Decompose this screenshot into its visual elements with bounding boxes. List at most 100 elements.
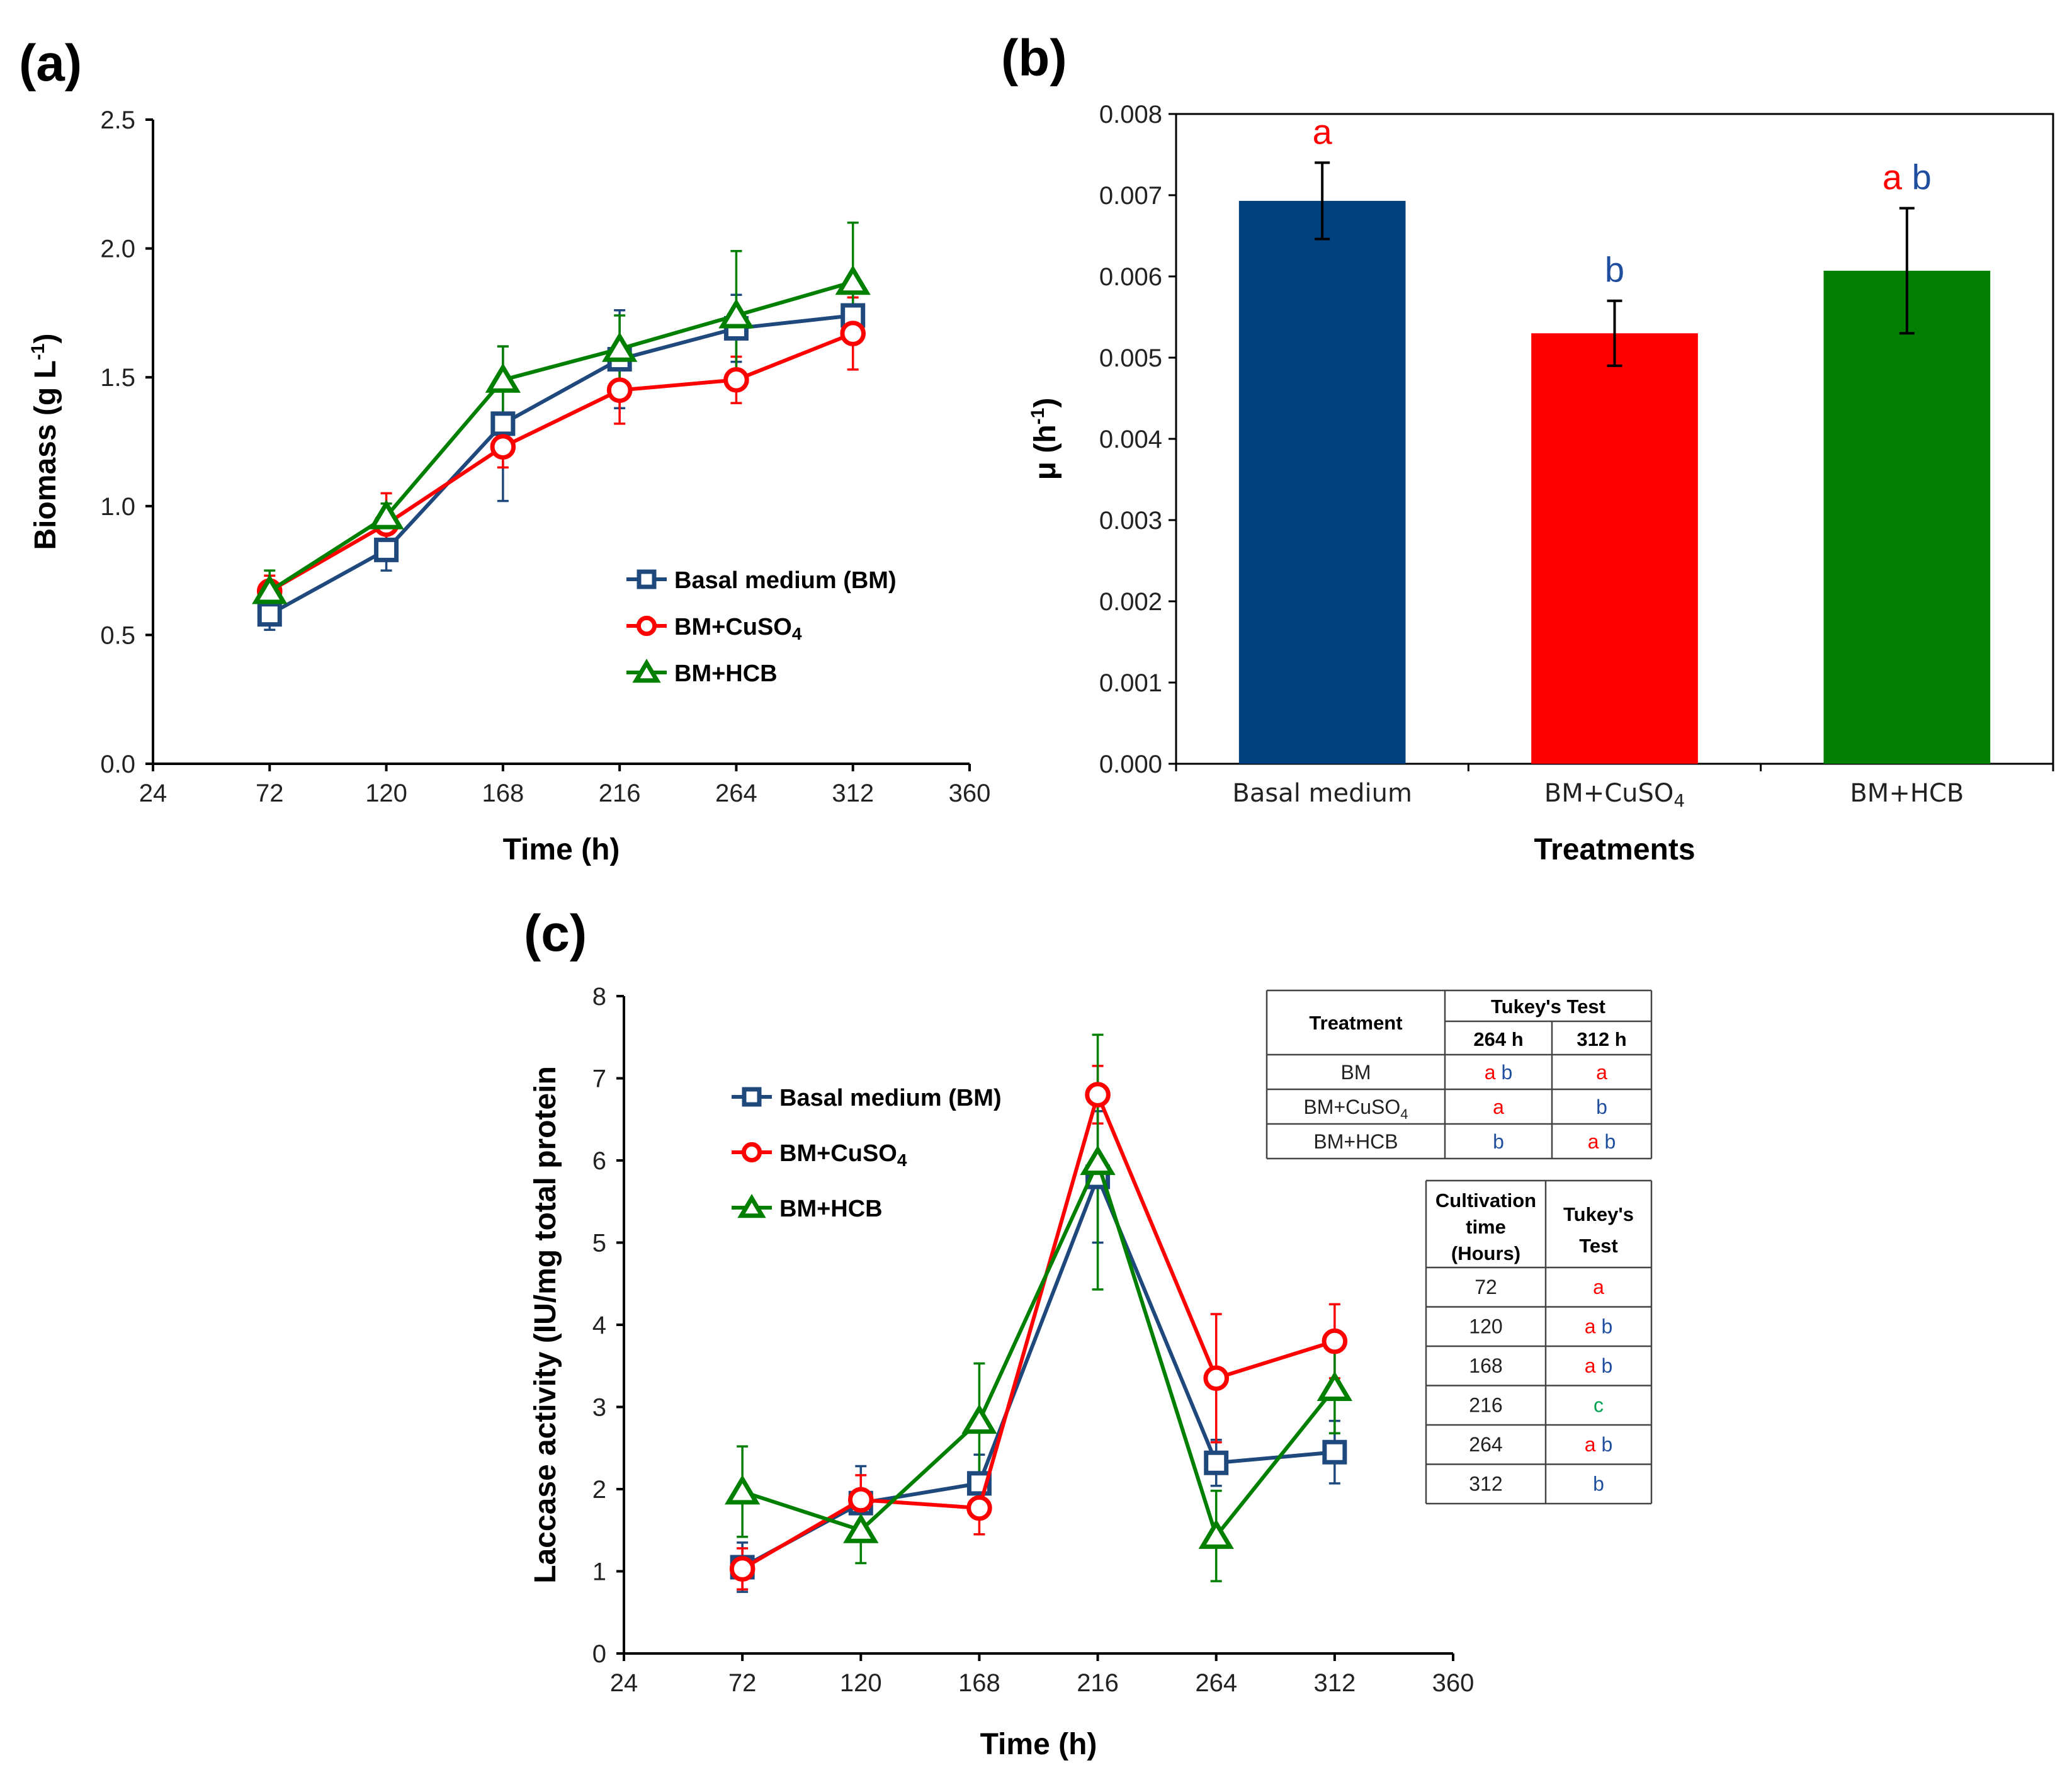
x-tick-label: 264 xyxy=(715,780,757,807)
data-point-triangle xyxy=(718,298,754,329)
y-tick-label: 0.008 xyxy=(1099,101,1162,128)
table-header-tukey: Tukey's xyxy=(1563,1203,1634,1225)
data-point-triangle xyxy=(485,363,521,393)
y-tick-label: 1.5 xyxy=(100,364,135,392)
y-tick-label: 0.000 xyxy=(1099,751,1162,778)
legend-marker xyxy=(636,615,657,637)
table-cell-sig: a b xyxy=(1585,1315,1612,1338)
x-tick-label: 312 xyxy=(1313,1669,1356,1697)
table-header-312h: 312 h xyxy=(1577,1028,1626,1050)
table-header-treatment: Treatment xyxy=(1309,1012,1402,1034)
chart-c-laccase: 24 72 120 168 216 264 312 360 0 1 2 3 4 5 6 7 8 Time (h) L… xyxy=(529,983,1474,1761)
significance-letter: b xyxy=(1605,250,1624,290)
series-line xyxy=(268,314,854,616)
series-line xyxy=(741,1089,1335,1571)
y-tick-label: 2 xyxy=(592,1476,606,1504)
x-tick-label: 168 xyxy=(958,1669,1000,1697)
x-tick-label: 168 xyxy=(482,780,524,807)
table-cell-sig: a b xyxy=(1585,1433,1612,1456)
y-tick-label: 0 xyxy=(592,1640,606,1668)
data-point-circle xyxy=(723,366,749,393)
legend-label: BM+HCB xyxy=(779,1196,883,1222)
table-cell-sig: b xyxy=(1593,1473,1604,1495)
y-tick-label: 0.003 xyxy=(1099,507,1162,535)
x-tick-label: 72 xyxy=(256,780,284,807)
data-point-circle xyxy=(840,320,866,346)
y-axis-label: μ (h-1) xyxy=(1028,398,1062,480)
y-tick-label: 1.0 xyxy=(100,493,135,521)
table-header-cultivation-time: Cultivation xyxy=(1435,1189,1536,1211)
data-point-circle xyxy=(1203,1365,1230,1392)
y-tick-label: 2.0 xyxy=(100,235,135,263)
data-point-triangle xyxy=(1198,1519,1234,1549)
bar xyxy=(1238,201,1406,764)
data-point-triangle xyxy=(724,1475,761,1505)
data-point-triangle xyxy=(1080,1145,1116,1176)
y-tick-label: 0.001 xyxy=(1099,669,1162,697)
bar xyxy=(1531,333,1698,764)
y-tick-label: 0.007 xyxy=(1099,182,1162,210)
y-tick-label: 2.5 xyxy=(100,106,135,134)
data-point-circle xyxy=(847,1487,874,1513)
legend-label: BM+CuSO4 xyxy=(674,614,802,644)
data-point-square xyxy=(490,411,516,436)
legend-label: Basal medium (BM) xyxy=(674,567,897,594)
series-line xyxy=(741,1172,1335,1569)
data-point-circle xyxy=(490,434,516,460)
x-tick-label: 312 xyxy=(832,780,874,807)
x-tick-label: 360 xyxy=(1432,1669,1475,1697)
table-header-tukey: Test xyxy=(1579,1235,1617,1257)
table-cell-time: 264 xyxy=(1469,1433,1502,1456)
table-cell-sig: a xyxy=(1493,1096,1504,1118)
data-point-circle xyxy=(966,1495,992,1521)
y-tick-label: 0.5 xyxy=(100,621,135,649)
legend-label: BM+HCB xyxy=(674,661,778,687)
panel-label-a: (a) xyxy=(19,35,82,92)
series-line xyxy=(268,280,854,593)
legend-marker xyxy=(737,1194,766,1218)
table-header-tukey: Tukey's Test xyxy=(1491,995,1605,1018)
data-point-circle xyxy=(606,377,633,403)
table-header-264h: 264 h xyxy=(1473,1028,1523,1050)
data-point-triangle xyxy=(961,1404,997,1434)
category-label: Basal medium xyxy=(1232,779,1412,808)
legend-label: BM+CuSO4 xyxy=(779,1140,907,1170)
table-cell-time: 312 xyxy=(1469,1473,1502,1495)
table-cell-sig: a xyxy=(1596,1061,1607,1084)
data-point-square xyxy=(1204,1450,1229,1475)
data-point-triangle xyxy=(835,264,871,295)
significance-letter: a b xyxy=(1882,157,1932,197)
data-point-triangle xyxy=(601,332,638,362)
data-point-circle xyxy=(1085,1082,1111,1108)
panel-label-c: (c) xyxy=(524,905,587,962)
table-cell-time: 168 xyxy=(1469,1354,1502,1377)
y-axis-label: Laccase activity (IU/mg total protein xyxy=(529,1066,562,1584)
x-axis-label: Time (h) xyxy=(503,833,620,866)
table-cell-sig: a xyxy=(1593,1276,1604,1298)
category-label: BM+HCB xyxy=(1850,779,1964,808)
legend-marker xyxy=(632,659,661,683)
data-point-square xyxy=(374,537,399,562)
data-point-square xyxy=(1322,1439,1347,1465)
data-point-triangle xyxy=(252,574,288,604)
category-label: BM+CuSO4 xyxy=(1544,779,1685,811)
x-tick-label: 264 xyxy=(1195,1669,1237,1697)
x-tick-label: 216 xyxy=(1077,1669,1119,1697)
table-header-cultivation-time: time xyxy=(1466,1216,1506,1238)
x-tick-label: 360 xyxy=(949,780,991,807)
table-cell-treatment: BM+CuSO4 xyxy=(1303,1096,1408,1122)
y-tick-label: 4 xyxy=(592,1312,606,1339)
x-axis-label: Time (h) xyxy=(980,1728,1097,1761)
x-tick-label: 120 xyxy=(365,780,407,807)
legend-label: Basal medium (BM) xyxy=(779,1085,1002,1111)
chart-b-growth-rate: 0.000 0.001 0.002 0.003 0.004 0.005 0.006 0.007… xyxy=(1028,101,2054,866)
y-tick-label: 3 xyxy=(592,1394,606,1422)
data-point-triangle xyxy=(1316,1371,1353,1401)
panel-label-b: (b) xyxy=(1001,30,1067,87)
y-tick-label: 7 xyxy=(592,1065,606,1093)
x-tick-label: 24 xyxy=(139,780,167,807)
bar xyxy=(1823,270,1991,764)
table-cell-time: 120 xyxy=(1469,1315,1502,1338)
y-tick-label: 0.006 xyxy=(1099,263,1162,291)
